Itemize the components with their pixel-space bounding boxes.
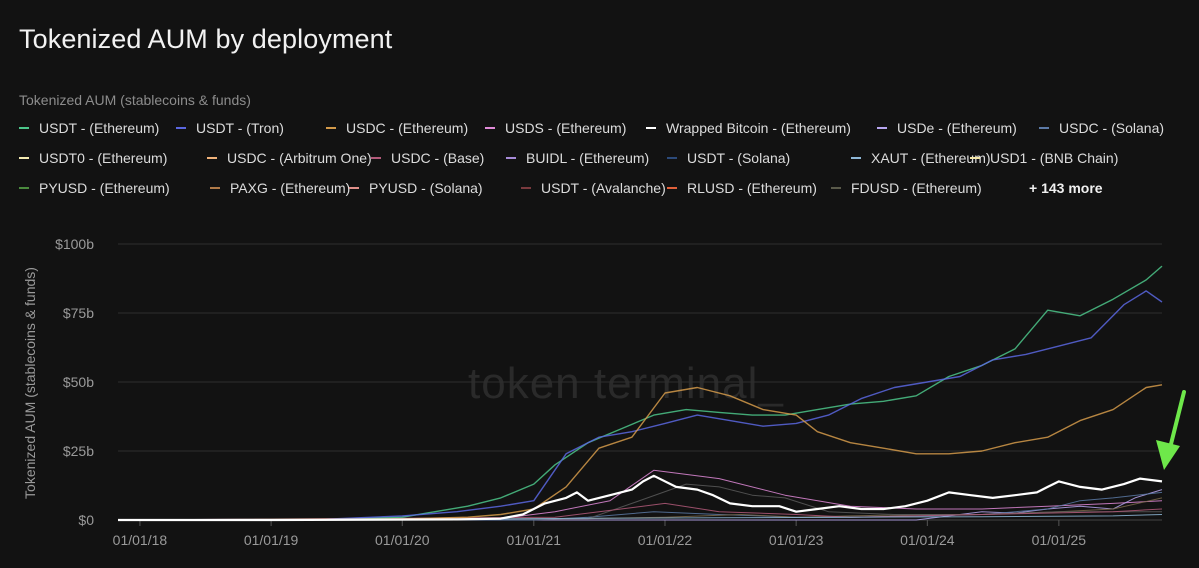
legend-item-label: USD1 - (BNB Chain) — [990, 150, 1119, 166]
x-axis-ticks: 01/01/18 01/01/19 01/01/20 01/01/21 01/01/22… — [113, 520, 1087, 548]
legend-item-label: USDT - (Avalanche) — [541, 180, 666, 196]
legend-item-label: PAXG - (Ethereum) — [230, 180, 351, 196]
legend-swatch — [970, 157, 980, 159]
legend-item[interactable]: USDC - (Solana) — [1039, 116, 1164, 140]
y-tick-label: $50b — [63, 374, 94, 390]
legend-item[interactable]: USDC - (Base) — [371, 146, 484, 170]
legend-item[interactable]: USDC - (Ethereum) — [326, 116, 468, 140]
legend-item-label: USDT - (Tron) — [196, 120, 284, 136]
series-line — [117, 502, 1163, 521]
legend-item[interactable]: USDT0 - (Ethereum) — [19, 146, 167, 170]
legend-swatch — [667, 187, 677, 189]
y-tick-label: $75b — [63, 305, 94, 321]
legend-item[interactable]: USDC - (Arbitrum One) — [207, 146, 372, 170]
legend-swatch — [326, 127, 336, 129]
legend-item-label: USDe - (Ethereum) — [897, 120, 1017, 136]
legend-item[interactable]: USDT - (Solana) — [667, 146, 790, 170]
legend-item[interactable]: USD1 - (BNB Chain) — [970, 146, 1118, 170]
y-tick-label: $100b — [55, 236, 94, 252]
legend-swatch — [667, 157, 677, 159]
legend-item[interactable]: PYUSD - (Solana) — [349, 176, 483, 200]
grid-lines — [118, 243, 1162, 521]
series-lines — [117, 265, 1163, 522]
y-axis-ticks: $0 $25b $50b $75b $100b — [55, 236, 94, 528]
series-line — [118, 489, 1163, 521]
legend-swatch — [349, 187, 359, 189]
legend-item-label: FDUSD - (Ethereum) — [851, 180, 982, 196]
legend-swatch — [831, 187, 841, 189]
x-tick-label: 01/01/22 — [638, 532, 693, 548]
legend-item[interactable]: USDT - (Avalanche) — [521, 176, 666, 200]
legend-swatch — [19, 187, 29, 189]
legend-item-label: RLUSD - (Ethereum) — [687, 180, 817, 196]
x-tick-label: 01/01/24 — [900, 532, 955, 548]
legend-item[interactable]: USDT - (Ethereum) — [19, 116, 159, 140]
series-line — [117, 290, 1163, 521]
legend-more-label: + 143 more — [1029, 180, 1103, 196]
y-tick-label: $25b — [63, 443, 94, 459]
x-tick-label: 01/01/23 — [769, 532, 824, 548]
annotation-arrow-head — [1156, 440, 1180, 470]
x-tick-label: 01/01/25 — [1032, 532, 1087, 548]
legend-item-label: USDC - (Arbitrum One) — [227, 150, 372, 166]
legend-swatch — [207, 157, 217, 159]
series-line — [117, 265, 1163, 521]
legend-item-label: USDS - (Ethereum) — [505, 120, 627, 136]
legend-item-label: PYUSD - (Solana) — [369, 180, 483, 196]
legend-swatch — [371, 157, 381, 159]
x-tick-label: 01/01/18 — [113, 532, 168, 548]
legend-swatch — [19, 127, 29, 129]
legend-item-label: USDC - (Solana) — [1059, 120, 1165, 136]
legend-item-label: USDT0 - (Ethereum) — [39, 150, 168, 166]
page-title: Tokenized AUM by deployment — [19, 24, 393, 54]
legend-swatch — [19, 157, 29, 159]
series-line — [118, 474, 1163, 522]
chart-subtitle: Tokenized AUM (stablecoins & funds) — [19, 92, 251, 108]
legend-item-label: USDC - (Base) — [391, 150, 485, 166]
legend-swatch — [521, 187, 531, 189]
legend-item[interactable]: Wrapped Bitcoin - (Ethereum) — [646, 116, 851, 140]
legend-item[interactable]: FDUSD - (Ethereum) — [831, 176, 982, 200]
legend-swatch — [646, 127, 656, 129]
legend-item-label: USDC - (Ethereum) — [346, 120, 469, 136]
legend-item[interactable]: USDT - (Tron) — [176, 116, 284, 140]
legend-swatch — [1039, 127, 1049, 129]
legend-item-label: Wrapped Bitcoin - (Ethereum) — [666, 120, 851, 136]
legend-more-button[interactable]: + 143 more — [1029, 176, 1103, 200]
legend-item-label: XAUT - (Ethereum) — [871, 150, 991, 166]
legend-item-label: USDT - (Solana) — [687, 150, 791, 166]
legend-swatch — [506, 157, 516, 159]
x-tick-label: 01/01/20 — [375, 532, 430, 548]
y-axis-label: Tokenized AUM (stablecoins & funds) — [22, 267, 38, 499]
legend-swatch — [176, 127, 186, 129]
legend-item[interactable]: RLUSD - (Ethereum) — [667, 176, 817, 200]
legend-item[interactable]: PYUSD - (Ethereum) — [19, 176, 170, 200]
legend-item-label: USDT - (Ethereum) — [39, 120, 160, 136]
x-tick-label: 01/01/19 — [244, 532, 299, 548]
legend-item[interactable]: USDe - (Ethereum) — [877, 116, 1017, 140]
legend-swatch — [877, 127, 887, 129]
legend-item-label: BUIDL - (Ethereum) — [526, 150, 650, 166]
legend-swatch — [210, 187, 220, 189]
legend-item-label: PYUSD - (Ethereum) — [39, 180, 170, 196]
annotation-arrow-shaft — [1168, 390, 1186, 450]
annotation-arrow — [1156, 390, 1186, 470]
series-line — [117, 483, 1162, 521]
legend-item[interactable]: BUIDL - (Ethereum) — [506, 146, 649, 170]
y-tick-label: $0 — [78, 512, 94, 528]
legend-swatch — [485, 127, 495, 129]
x-tick-label: 01/01/21 — [507, 532, 562, 548]
legend-item[interactable]: XAUT - (Ethereum) — [851, 146, 991, 170]
watermark: token terminal_ — [468, 359, 784, 408]
legend-item[interactable]: USDS - (Ethereum) — [485, 116, 626, 140]
legend-swatch — [851, 157, 861, 159]
legend-item[interactable]: PAXG - (Ethereum) — [210, 176, 350, 200]
